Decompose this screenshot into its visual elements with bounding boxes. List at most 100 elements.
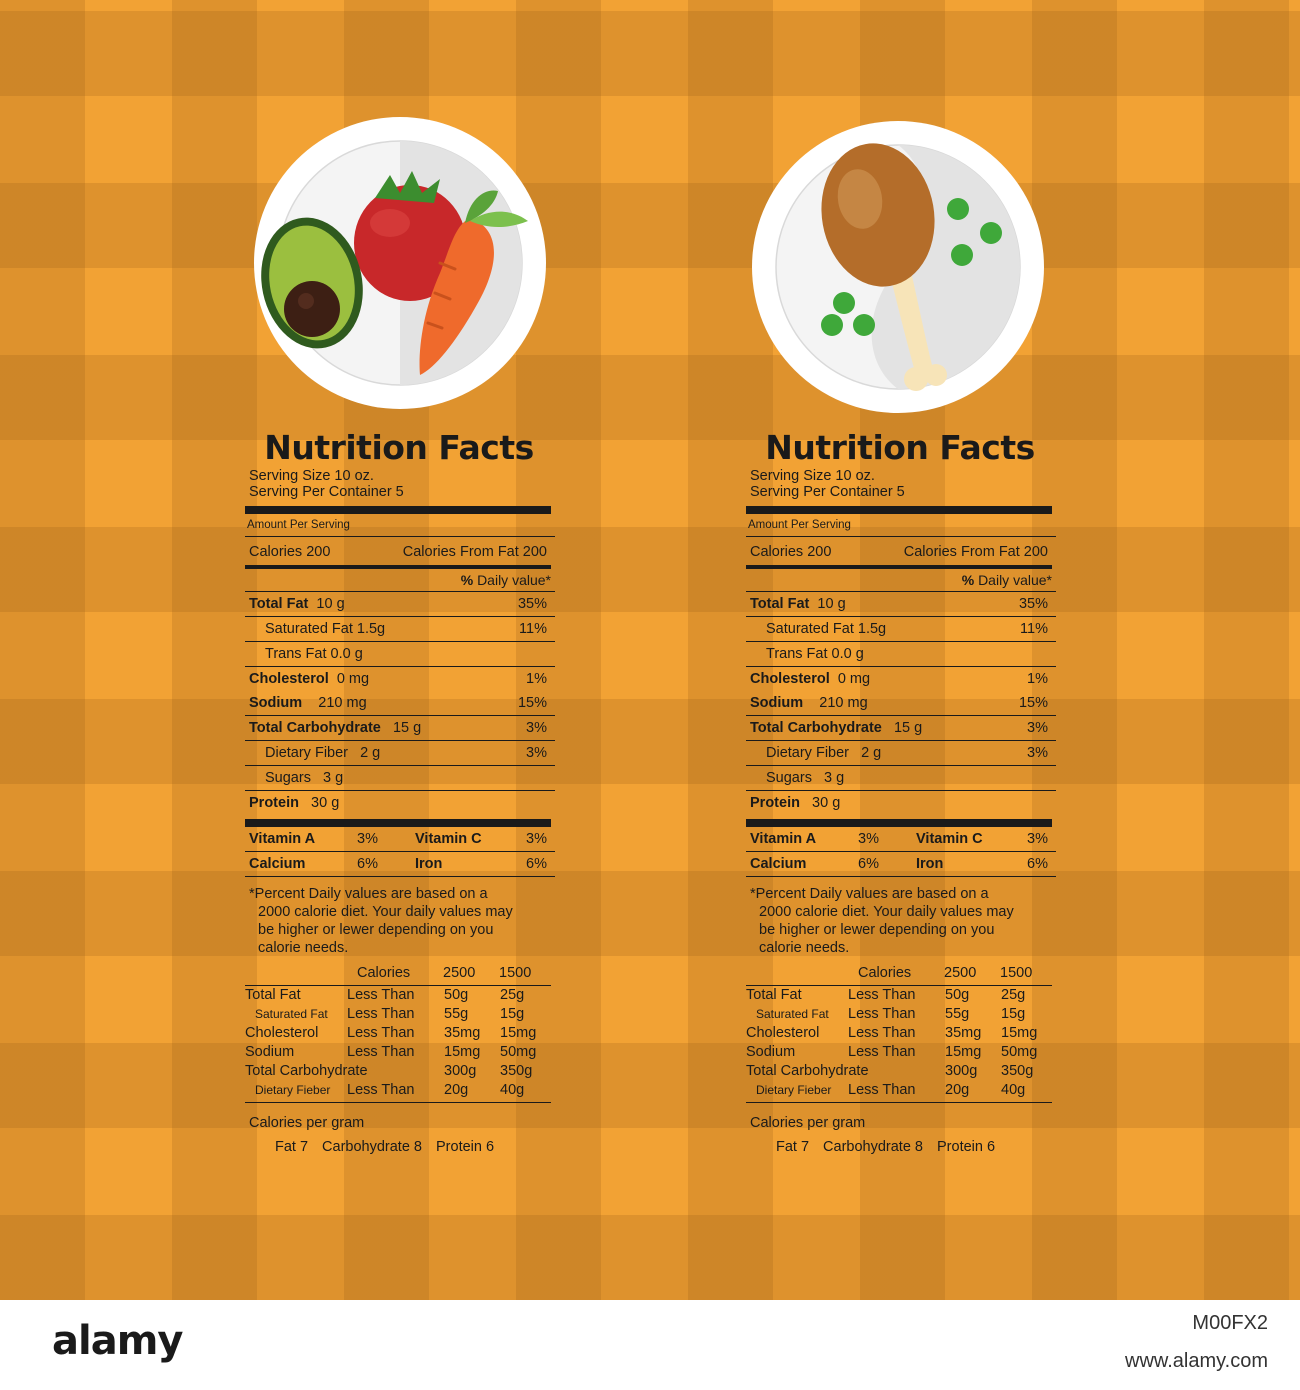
divider-thick xyxy=(746,819,1052,827)
nutrient-row: Sodium 210 mg 15% xyxy=(245,691,555,716)
nutrient-dv: 1% xyxy=(526,671,547,687)
nutrient-amount: 30 g xyxy=(311,795,340,811)
chicken-plate-icon xyxy=(752,121,1044,413)
nutrient-amount: 10 g xyxy=(817,596,846,612)
nutrient-name: Total Fat xyxy=(249,596,309,612)
nutrient-name: Saturated Fat 1.5g xyxy=(265,621,386,637)
vitamin-value: 3% xyxy=(526,831,547,847)
vitamin-name: Iron xyxy=(415,856,443,872)
nutrient-row: Trans Fat 0.0 g xyxy=(746,642,1056,667)
footnote-line: 2000 calorie diet. Your daily values may xyxy=(759,904,1014,920)
vitamin-name: Calcium xyxy=(249,856,306,872)
dv-row-qual: Less Than xyxy=(347,1082,415,1098)
dv-table-header: Calories 2500 1500 xyxy=(245,963,551,986)
calories: Calories 200 xyxy=(249,544,331,560)
dv-row-name: Cholesterol xyxy=(245,1025,319,1041)
alamy-logo: alamy xyxy=(52,1318,183,1364)
nutrient-name: Total Carbohydrate xyxy=(750,720,882,736)
dv-table-row: Total Carbohydrate 300g 350g xyxy=(746,1062,1052,1081)
dv-row-name: Total Carbohydrate xyxy=(245,1063,368,1079)
serving-per-container: Serving Per Container 5 xyxy=(249,484,404,500)
footnote-line: 2000 calorie diet. Your daily values may xyxy=(258,904,513,920)
nutrient-row: Cholesterol 0 mg 1% xyxy=(746,667,1056,691)
calories-per-gram-values: Fat 7 Carbohydrate 8 Protein 6 xyxy=(746,1135,1056,1159)
nutrition-facts-label: Nutrition Facts Serving Size 10 oz. Serv… xyxy=(746,428,1056,1159)
footnote: *Percent Daily values are based on a 200… xyxy=(746,877,1056,963)
footnote-line: be higher or lewer depending on you xyxy=(759,922,995,938)
left-panel: Nutrition Facts Serving Size 10 oz. Serv… xyxy=(245,0,555,1300)
nutrient-amount: 3 g xyxy=(323,770,344,786)
dv-header-2500: 2500 xyxy=(944,965,977,981)
nutrient-name: Cholesterol xyxy=(249,671,329,687)
amount-per-serving: Amount Per Serving xyxy=(746,514,1056,537)
nutrient-row: Protein 30 g xyxy=(245,791,555,815)
divider-mid xyxy=(746,565,1052,569)
dv-row-2500: 300g xyxy=(444,1063,477,1079)
vitamin-row: Vitamin A 3% Vitamin C 3% xyxy=(746,827,1056,852)
dv-row-1500: 15mg xyxy=(500,1025,537,1041)
nutrient-row: Trans Fat 0.0 g xyxy=(245,642,555,667)
nutrient-amount: 15 g xyxy=(893,720,923,736)
nutrient-row: Total Carbohydrate 15 g 3% xyxy=(245,716,555,741)
calories-per-gram-values: Fat 7 Carbohydrate 8 Protein 6 xyxy=(245,1135,555,1159)
nutrient-row: Saturated Fat 1.5g 11% xyxy=(245,617,555,642)
divider-thick xyxy=(245,819,551,827)
vitamin-name: Calcium xyxy=(750,856,807,872)
vitamin-value: 3% xyxy=(858,831,879,847)
calories-row: Calories 200 Calories From Fat 200 xyxy=(746,537,1056,565)
dv-table-row: Dietary Fieber Less Than 20g 40g xyxy=(245,1081,551,1100)
nutrient-name: Saturated Fat 1.5g xyxy=(766,621,887,637)
dv-row-1500: 15g xyxy=(1001,1006,1026,1022)
daily-value-header: % Daily value* xyxy=(746,569,1056,592)
footnote-line: *Percent Daily values are based on a xyxy=(249,886,488,902)
chicken-leg-icon xyxy=(821,143,947,391)
dv-row-name: Sodium xyxy=(245,1044,295,1060)
dv-table-row: Total Carbohydrate 300g 350g xyxy=(245,1062,551,1081)
nutrient-name: Total Carbohydrate xyxy=(249,720,381,736)
dv-row-2500: 55g xyxy=(444,1006,469,1022)
dv-row-qual: Less Than xyxy=(848,1025,916,1041)
vitamin-value: 6% xyxy=(858,856,879,872)
cpg-fat: Fat 7 xyxy=(275,1139,309,1155)
dv-row-2500: 300g xyxy=(945,1063,978,1079)
nutrient-dv: 3% xyxy=(526,745,547,761)
nutrient-name: Trans Fat 0.0 g xyxy=(766,646,864,662)
nf-title: Nutrition Facts xyxy=(765,428,1035,467)
dv-row-2500: 20g xyxy=(444,1082,469,1098)
nutrient-amount: 3 g xyxy=(824,770,845,786)
nutrient-name: Protein xyxy=(750,795,800,811)
percent-symbol: % xyxy=(460,572,474,588)
right-panel: Nutrition Facts Serving Size 10 oz. Serv… xyxy=(746,0,1056,1300)
nutrient-row: Dietary Fiber 2 g 3% xyxy=(245,741,555,766)
dv-header-2500: 2500 xyxy=(443,965,476,981)
dv-row-name: Saturated Fat xyxy=(756,1007,829,1021)
nutrient-amount: 210 mg xyxy=(318,695,367,711)
nutrient-name: Total Fat xyxy=(750,596,810,612)
dv-header-calories: Calories xyxy=(858,965,912,981)
dv-row-2500: 35mg xyxy=(444,1025,481,1041)
dv-row-qual: Less Than xyxy=(848,1082,916,1098)
cpg-carb: Carbohydrate 8 xyxy=(322,1139,422,1155)
cpg-fat: Fat 7 xyxy=(776,1139,810,1155)
serving-per-container: Serving Per Container 5 xyxy=(750,484,905,500)
dv-row-2500: 55g xyxy=(945,1006,970,1022)
dv-table-header: Calories 2500 1500 xyxy=(746,963,1052,986)
calories-per-gram: Calories per gram xyxy=(750,1115,866,1131)
peas-icon xyxy=(821,198,1002,336)
serving-size: Serving Size 10 oz. xyxy=(249,468,374,484)
dv-row-2500: 20g xyxy=(945,1082,970,1098)
nf-title: Nutrition Facts xyxy=(264,428,534,467)
image-id: M00FX2 xyxy=(1192,1312,1268,1334)
nutrient-dv: 15% xyxy=(517,695,547,711)
nutrient-name: Sodium xyxy=(249,695,303,711)
dv-row-2500: 15mg xyxy=(444,1044,481,1060)
dv-row-qual: Less Than xyxy=(347,1006,415,1022)
daily-value-header: % Daily value* xyxy=(245,569,555,592)
nutrient-row: Sugars 3 g xyxy=(746,766,1056,791)
dv-table-row: Saturated Fat Less Than 55g 15g xyxy=(245,1005,551,1024)
dv-table-row: Dietary Fieber Less Than 20g 40g xyxy=(746,1081,1052,1100)
dv-row-2500: 50g xyxy=(945,987,970,1003)
nutrient-amount: 30 g xyxy=(812,795,841,811)
nutrient-row: Saturated Fat 1.5g 11% xyxy=(746,617,1056,642)
dv-row-qual: Less Than xyxy=(347,1025,415,1041)
